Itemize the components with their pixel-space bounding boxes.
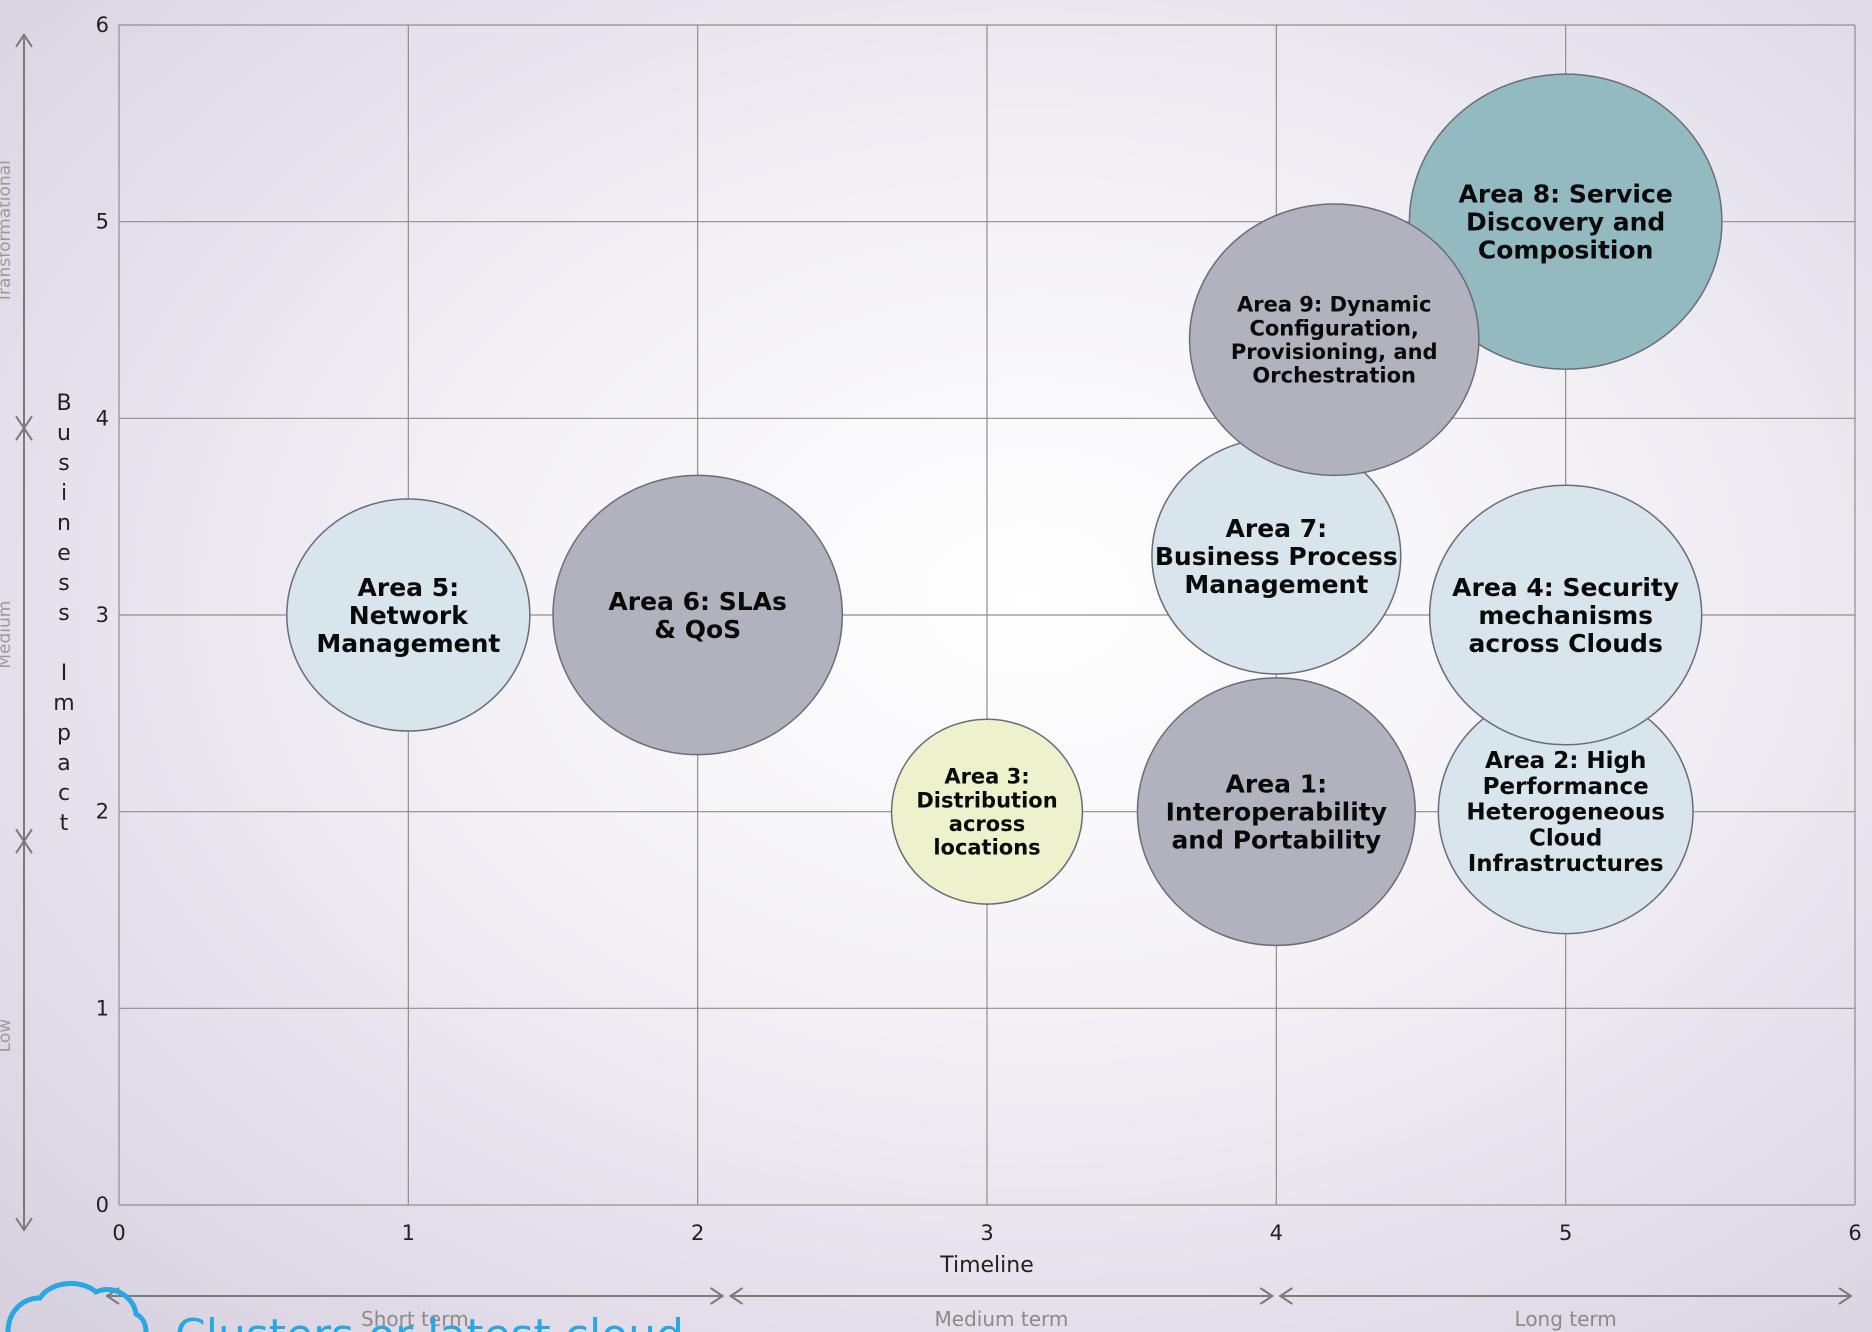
arrow-head (1278, 1287, 1293, 1305)
axis-bands: Short term Medium term Long term Low Medium T… (0, 33, 1853, 1331)
y-tick-label: 3 (96, 603, 109, 627)
logo: Clusters or latest cloud (5, 1280, 684, 1332)
bubble-label: Area 6: SLAs & QoS (608, 587, 786, 644)
bubble-shape (552, 474, 844, 756)
bubble: Area 3: Distribution across locations (890, 718, 1084, 905)
arrow-head (15, 415, 33, 430)
y-band-label: Medium (0, 601, 15, 669)
bubble-label: Area 4: Security mechanisms across Clouds (1452, 573, 1679, 658)
logo-text: Clusters or latest cloud (175, 1310, 684, 1332)
cloud-icon (5, 1280, 149, 1332)
arrow-head (710, 1287, 725, 1305)
x-tick-label: 5 (1559, 1221, 1572, 1245)
bubble-label: Area 8: Service Discovery and Composition (1459, 179, 1673, 264)
bubble: Area 6: SLAs & QoS (552, 474, 844, 756)
x-band-label: Short term (361, 1307, 469, 1331)
x-tick-label: 0 (112, 1221, 125, 1245)
bubble: Area 5: Network Management (286, 498, 531, 732)
x-tick-label: 2 (691, 1221, 704, 1245)
y-tick-label: 2 (96, 800, 109, 824)
arrow-head (728, 1287, 744, 1305)
x-tick-label: 4 (1270, 1221, 1283, 1245)
bubble-shape (1188, 203, 1480, 477)
bubble: Area 1: Interoperability and Portability (1136, 677, 1416, 947)
bubble-shape (1428, 484, 1703, 746)
x-tick-label: 3 (980, 1221, 993, 1245)
bubble-label: Area 9: Dynamic Configuration, Provisionin… (1231, 293, 1438, 388)
arrow-head (15, 828, 33, 843)
y-tick-label: 0 (96, 1193, 109, 1217)
arrow-head (15, 33, 33, 48)
bubble: Area 4: Security mechanisms across Clouds (1428, 484, 1703, 746)
bubble-shape (1408, 73, 1723, 370)
y-band-label: Low (0, 1019, 15, 1053)
y-tick-label: 1 (96, 996, 109, 1020)
bubble-label: Area 5: Network Management (316, 573, 500, 658)
x-axis-title: Timeline (939, 1253, 1034, 1278)
bubble-label: Area 2: High Performance Heterogeneous Clou… (1466, 748, 1665, 877)
x-tick-label: 1 (402, 1221, 415, 1245)
bubble-shape (286, 498, 531, 732)
arrow-head (1838, 1287, 1853, 1305)
bubble-label: Area 3: Distribution across locations (916, 765, 1057, 860)
y-band-label: Transformational (0, 160, 15, 304)
arrow-head (15, 1217, 33, 1232)
x-band-label: Long term (1515, 1307, 1617, 1331)
bubble-label: Area 7: Business Process Management (1155, 514, 1398, 599)
tick-labels: 0 1 2 3 4 5 6 0 1 2 3 4 5 6 (96, 13, 1862, 1245)
arrow-head (1259, 1287, 1275, 1305)
bubble: Area 7: Business Process Management (1151, 437, 1402, 675)
y-tick-label: 6 (96, 13, 109, 37)
bubble: Area 8: Service Discovery and Composition (1408, 73, 1723, 370)
bubble-label: Area 1: Interoperability and Portability (1166, 769, 1387, 854)
bubble-shape (890, 718, 1084, 905)
bubble-shape (1136, 677, 1416, 947)
y-tick-label: 4 (96, 406, 109, 430)
bubble: Area 2: High Performance Heterogeneous Clou… (1437, 688, 1694, 935)
bubble: Area 9: Dynamic Configuration, Provisionin… (1188, 203, 1480, 477)
y-tick-label: 5 (96, 210, 109, 234)
bubbles: Area 5: Network Management Area 6: SLAs & Qo… (286, 73, 1723, 947)
x-tick-label: 6 (1848, 1221, 1861, 1245)
x-band-label: Medium term (935, 1307, 1069, 1331)
